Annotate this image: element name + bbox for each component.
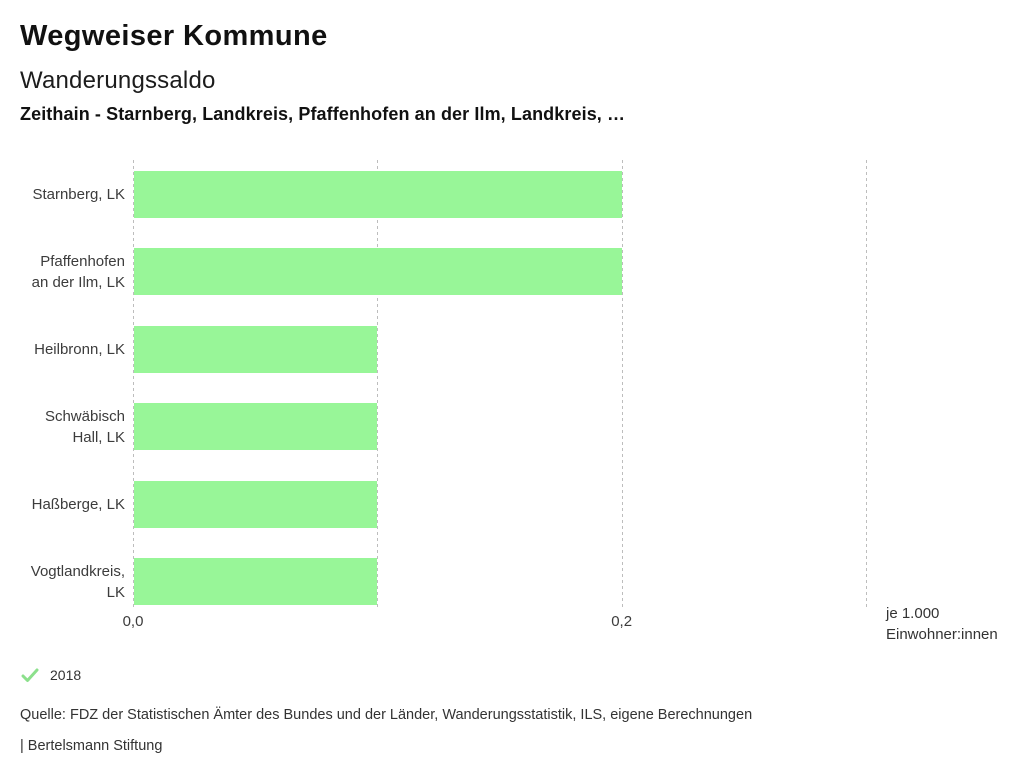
bar [134, 480, 378, 528]
legend-item-2018: 2018 [21, 667, 81, 683]
legend-year-label: 2018 [50, 667, 82, 683]
bar [134, 170, 622, 218]
x-tick-label: 0,2 [611, 613, 633, 630]
page-title: Wegweiser Kommune [20, 20, 328, 52]
bar [134, 403, 378, 450]
y-axis-label: Haßberge, LK [31, 495, 125, 513]
source-note: Quelle: FDZ der Statistischen Ämter des … [20, 707, 753, 723]
y-axis-label: Schwäbisch Hall, LK [44, 407, 125, 446]
axis-unit-label: je 1.000 Einwohner:innen [886, 605, 998, 643]
chart-title: Wanderungssaldo [20, 67, 216, 94]
bar [134, 558, 378, 605]
gridline [621, 160, 623, 610]
check-icon [21, 668, 39, 683]
gridline [133, 160, 134, 610]
y-axis-label: Pfaffenhofen an der Ilm, LK [31, 252, 125, 291]
bar [134, 248, 622, 295]
y-axis-label: Heilbronn, LK [34, 340, 125, 358]
attribution-note: | Bertelsmann Stiftung [20, 738, 163, 754]
x-tick-label: 0,0 [122, 613, 144, 630]
gridline [377, 160, 379, 610]
bar [134, 325, 378, 373]
gridline [866, 160, 867, 610]
y-axis-label: Vogtlandkreis, LK [30, 562, 125, 601]
comparison-subtitle: Zeithain - Starnberg, Landkreis, Pfaffen… [20, 104, 626, 124]
y-axis-label: Starnberg, LK [32, 185, 125, 203]
